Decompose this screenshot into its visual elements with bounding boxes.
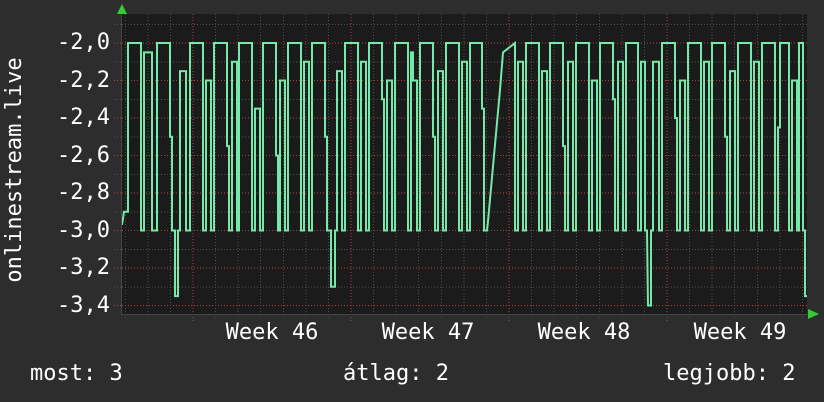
x-tick-label: Week 46 (225, 320, 319, 345)
y-tick-label: -2,0 (57, 30, 110, 55)
y-tick-label: -2,8 (57, 180, 110, 205)
y-axis-arrow-icon (117, 4, 127, 14)
y-tick-label: -3,2 (57, 255, 110, 280)
stat-atlag: átlag: 2 (343, 361, 449, 386)
y-tick-label: -2,6 (57, 142, 110, 168)
y-tick-label: -3,0 (57, 217, 110, 243)
series-line (122, 40, 807, 307)
x-tick-label: Week 49 (693, 320, 787, 345)
x-axis-arrow-icon (808, 309, 819, 319)
x-tick-label: Week 47 (381, 320, 475, 345)
stat-most: most: 3 (30, 361, 123, 386)
y-tick-label: -2,4 (57, 105, 110, 130)
y-tick-label: -2,2 (57, 67, 110, 93)
stat-legjobb: legjobb: 2 (663, 361, 796, 386)
y-tick-label: -3,4 (57, 292, 110, 318)
x-tick-label: Week 48 (537, 320, 631, 345)
